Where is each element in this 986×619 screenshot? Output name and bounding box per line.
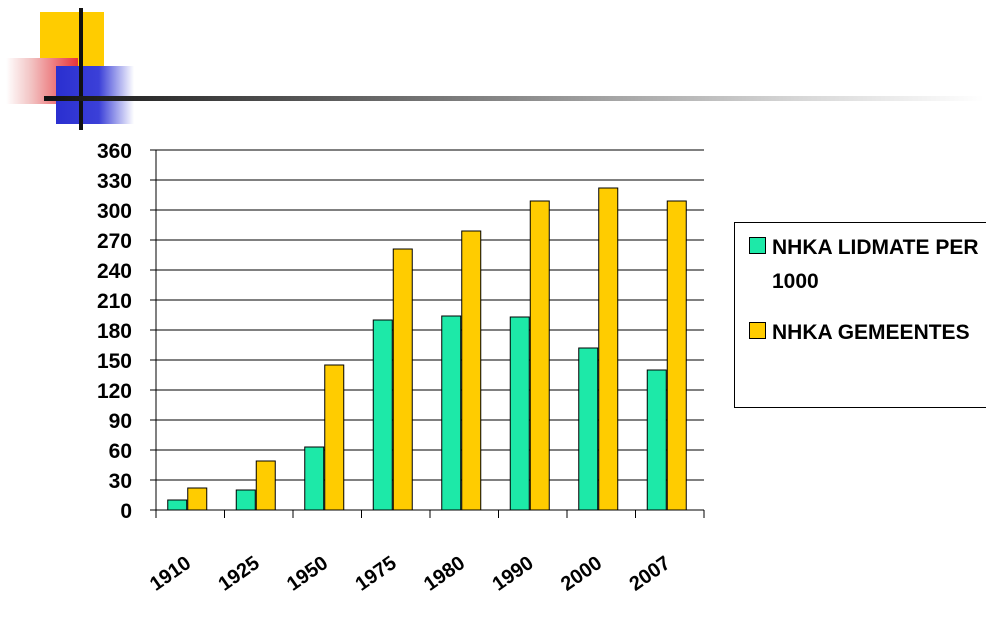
bar-gemeentes bbox=[461, 230, 482, 511]
decor-blue-square bbox=[56, 66, 134, 124]
bar-lidmate bbox=[441, 315, 462, 511]
bar-gemeentes bbox=[324, 364, 345, 511]
legend: NHKA LIDMATE PER 1000 NHKA GEMEENTES bbox=[734, 222, 986, 408]
bar-gemeentes bbox=[598, 187, 619, 511]
legend-label-lidmate: NHKA LIDMATE PER 1000 bbox=[772, 236, 979, 293]
legend-label-gemeentes: NHKA GEMEENTES bbox=[772, 321, 970, 344]
y-tick-label: 180 bbox=[97, 320, 132, 343]
bar-lidmate bbox=[167, 499, 188, 511]
y-tick-label: 60 bbox=[109, 440, 132, 463]
y-tick-label: 270 bbox=[97, 230, 132, 253]
decor-vertical-line bbox=[79, 8, 83, 130]
y-tick-label: 330 bbox=[97, 170, 132, 193]
x-tick-label: 2000 bbox=[557, 552, 606, 596]
y-tick-label: 210 bbox=[97, 290, 132, 313]
x-tick-label: 1975 bbox=[352, 552, 401, 596]
legend-swatch-gemeentes bbox=[749, 322, 766, 339]
y-tick-label: 120 bbox=[97, 380, 132, 403]
bar-lidmate bbox=[372, 319, 393, 511]
bar-lidmate bbox=[578, 347, 599, 511]
bar-gemeentes bbox=[392, 248, 413, 511]
legend-item-gemeentes: NHKA GEMEENTES bbox=[749, 316, 986, 350]
x-tick-labels: 1910 1925 1950 1975 1980 1990 2000 2007 bbox=[146, 552, 675, 596]
x-tick-label: 1990 bbox=[489, 552, 538, 596]
y-tick-label: 300 bbox=[97, 200, 132, 223]
x-tick-label: 1910 bbox=[146, 552, 195, 596]
bar-lidmate bbox=[304, 446, 325, 511]
bar-lidmate bbox=[235, 489, 256, 511]
decor-horizontal-line bbox=[44, 96, 984, 101]
gridlines bbox=[156, 149, 704, 511]
y-tick-label: 30 bbox=[109, 470, 132, 493]
bar-lidmate bbox=[509, 316, 530, 511]
x-tick-label: 1980 bbox=[420, 552, 469, 596]
bar-gemeentes bbox=[666, 200, 687, 511]
x-tick-label: 2007 bbox=[626, 552, 675, 596]
legend-swatch-lidmate bbox=[749, 237, 766, 254]
y-tick-label: 360 bbox=[97, 140, 132, 163]
y-tick-labels: 0 30 60 90 120 150 180 210 240 270 300 330 360 bbox=[97, 140, 156, 523]
y-tick-label: 0 bbox=[120, 500, 132, 523]
legend-item-lidmate: NHKA LIDMATE PER 1000 bbox=[749, 231, 986, 299]
y-tick-label: 240 bbox=[97, 260, 132, 283]
bar-gemeentes bbox=[529, 200, 550, 511]
y-tick-label: 90 bbox=[109, 410, 132, 433]
bar-gemeentes bbox=[255, 460, 276, 511]
x-tick-label: 1950 bbox=[283, 552, 332, 596]
bar-gemeentes bbox=[187, 487, 208, 511]
bars bbox=[167, 187, 687, 511]
axes bbox=[150, 150, 705, 518]
x-tick-label: 1925 bbox=[215, 552, 264, 596]
bar-lidmate bbox=[646, 369, 667, 511]
y-tick-label: 150 bbox=[97, 350, 132, 373]
